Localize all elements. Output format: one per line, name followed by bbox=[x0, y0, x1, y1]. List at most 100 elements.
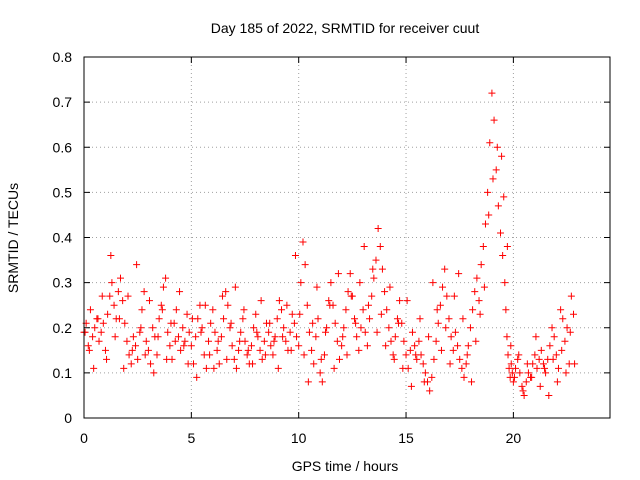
data-point bbox=[352, 319, 360, 327]
data-point bbox=[240, 306, 248, 314]
data-point bbox=[128, 346, 136, 354]
data-point bbox=[480, 283, 488, 291]
data-point bbox=[437, 346, 445, 354]
data-point bbox=[492, 166, 500, 174]
data-point bbox=[123, 337, 131, 345]
data-point bbox=[290, 319, 298, 327]
y-tick-label: 0.1 bbox=[53, 365, 73, 381]
data-point bbox=[426, 387, 434, 395]
data-point bbox=[514, 355, 522, 363]
data-point bbox=[142, 337, 150, 345]
data-point bbox=[536, 382, 544, 390]
data-point bbox=[433, 306, 441, 314]
data-point bbox=[428, 373, 436, 381]
data-point bbox=[501, 279, 509, 287]
data-point bbox=[247, 342, 255, 350]
data-point bbox=[185, 328, 193, 336]
data-point bbox=[325, 297, 333, 305]
data-point bbox=[494, 202, 502, 210]
data-point bbox=[370, 274, 378, 282]
data-point bbox=[97, 328, 105, 336]
data-point bbox=[214, 337, 222, 345]
data-point bbox=[339, 333, 347, 341]
data-point bbox=[209, 306, 217, 314]
data-point bbox=[493, 143, 501, 151]
data-point bbox=[510, 373, 518, 381]
data-point bbox=[227, 319, 235, 327]
data-point bbox=[550, 333, 558, 341]
data-point bbox=[413, 355, 421, 363]
data-point bbox=[381, 288, 389, 296]
data-point bbox=[197, 328, 205, 336]
data-point bbox=[561, 337, 569, 345]
data-point bbox=[376, 243, 384, 251]
data-point bbox=[134, 355, 142, 363]
data-point bbox=[293, 333, 301, 341]
data-point bbox=[213, 346, 221, 354]
x-tick-label: 15 bbox=[398, 430, 414, 446]
data-point bbox=[295, 342, 303, 350]
data-point bbox=[571, 360, 579, 368]
data-point bbox=[218, 292, 226, 300]
y-tick-label: 0.8 bbox=[53, 49, 73, 65]
data-point bbox=[167, 319, 175, 327]
x-tick-label: 10 bbox=[291, 430, 307, 446]
data-point bbox=[141, 351, 149, 359]
data-point bbox=[99, 319, 107, 327]
data-point bbox=[147, 360, 155, 368]
data-point bbox=[532, 333, 540, 341]
data-point bbox=[386, 283, 394, 291]
data-point bbox=[269, 351, 277, 359]
data-point bbox=[563, 324, 571, 332]
data-point bbox=[445, 315, 453, 323]
data-point bbox=[140, 288, 148, 296]
data-point bbox=[154, 333, 162, 341]
data-point bbox=[260, 337, 268, 345]
data-point bbox=[232, 364, 240, 372]
data-point bbox=[119, 297, 127, 305]
data-point bbox=[516, 369, 524, 377]
data-point bbox=[215, 360, 223, 368]
data-point bbox=[237, 328, 245, 336]
data-point bbox=[162, 274, 170, 282]
data-point bbox=[138, 306, 146, 314]
data-point bbox=[85, 346, 93, 354]
data-point bbox=[179, 324, 187, 332]
data-point bbox=[157, 301, 165, 309]
y-tick-label: 0.6 bbox=[53, 139, 73, 155]
data-point bbox=[86, 306, 94, 314]
data-point bbox=[464, 342, 472, 350]
data-point bbox=[342, 306, 350, 314]
x-tick-label: 0 bbox=[80, 430, 88, 446]
data-point bbox=[456, 355, 464, 363]
data-point bbox=[327, 279, 335, 287]
data-point bbox=[531, 351, 539, 359]
data-point bbox=[382, 342, 390, 350]
data-point bbox=[479, 243, 487, 251]
data-point bbox=[316, 369, 324, 377]
data-point bbox=[402, 351, 410, 359]
data-point bbox=[425, 333, 433, 341]
data-point bbox=[95, 337, 103, 345]
data-point bbox=[149, 324, 157, 332]
data-point bbox=[466, 324, 474, 332]
data-point bbox=[450, 292, 458, 300]
data-point bbox=[280, 324, 288, 332]
data-point bbox=[192, 333, 200, 341]
data-point bbox=[265, 328, 273, 336]
data-point bbox=[326, 301, 334, 309]
data-point bbox=[393, 315, 401, 323]
data-point bbox=[115, 315, 123, 323]
data-point bbox=[253, 328, 261, 336]
data-point bbox=[223, 355, 231, 363]
data-point bbox=[489, 175, 497, 183]
data-point bbox=[312, 333, 320, 341]
data-point bbox=[498, 152, 506, 160]
data-point bbox=[282, 337, 290, 345]
data-point bbox=[81, 328, 89, 336]
data-point bbox=[566, 328, 574, 336]
data-point bbox=[507, 360, 515, 368]
data-point bbox=[385, 324, 393, 332]
data-point bbox=[145, 297, 153, 305]
data-point bbox=[330, 364, 338, 372]
